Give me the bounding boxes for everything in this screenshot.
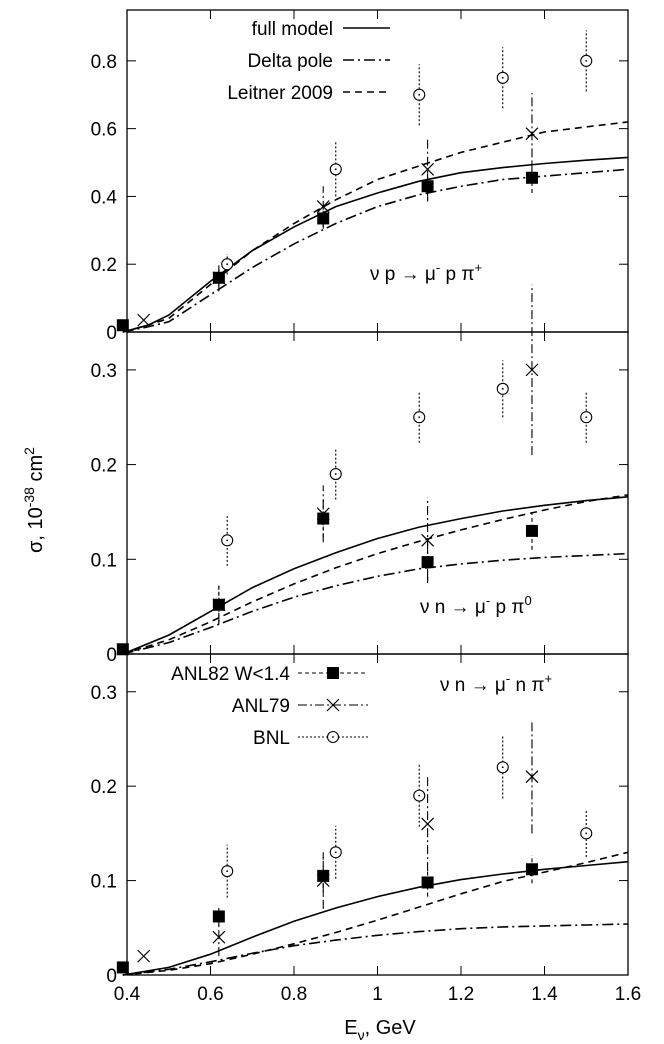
data-point <box>525 770 539 784</box>
y-tick-label: 0.1 <box>91 550 117 571</box>
x-tick-label: 0.6 <box>197 984 223 1005</box>
legend-label: ANL79 <box>232 696 290 717</box>
data-point <box>212 271 226 285</box>
data-point <box>421 533 435 547</box>
y-tick-label: 0.8 <box>91 52 117 73</box>
data-point <box>525 127 539 141</box>
x-tick-label: 1.4 <box>531 984 558 1005</box>
series-line <box>122 923 629 976</box>
data-point <box>580 411 593 424</box>
data-point <box>580 827 593 840</box>
panel-frame <box>126 331 629 655</box>
panel-1: 0 0.2 0.4 0.6 0.8 ν p → μ- p π+ <box>91 9 629 344</box>
y-tick-label: 0 <box>106 966 117 987</box>
legend-marker <box>326 730 340 744</box>
data-point <box>421 876 434 889</box>
data-point <box>316 874 330 888</box>
x-tick-label: 0.4 <box>114 984 141 1005</box>
data-point <box>496 71 509 84</box>
panels-layer: 0 0.2 0.4 0.6 0.8 ν p → μ- p π+ 0 0.1 0.2 0.3 ν n … <box>91 9 641 1005</box>
channel-label: ν n → μ- n π+ <box>440 671 552 696</box>
series-line <box>122 121 629 333</box>
data-point <box>525 524 538 537</box>
data-point <box>421 817 435 831</box>
data-point <box>221 534 234 547</box>
data-point <box>525 171 538 184</box>
y-tick-label: 0 <box>106 645 117 666</box>
data-point <box>329 163 342 176</box>
data-point <box>221 865 234 878</box>
data-point <box>329 846 342 859</box>
series-line <box>122 851 629 976</box>
y-tick-label: 0.6 <box>91 120 117 141</box>
panel-frame <box>126 653 629 976</box>
y-tick-label: 0.2 <box>91 456 117 477</box>
data-point <box>413 88 426 101</box>
y-tick-label: 0.2 <box>91 777 117 798</box>
legend-label: BNL <box>253 728 290 749</box>
y-tick-label: 0.2 <box>91 255 117 276</box>
data-point <box>137 949 151 963</box>
series-line <box>122 494 629 655</box>
x-tick-label: 1.2 <box>448 984 474 1005</box>
y-axis-label: σ, 10-38 cm2 <box>21 447 47 553</box>
x-tick-label: 1 <box>372 984 383 1005</box>
data-point <box>413 789 426 802</box>
x-axis-label: Eν, GeV <box>344 1017 416 1043</box>
data-point <box>413 411 426 424</box>
data-point <box>329 468 342 481</box>
y-tick-label: 0 <box>106 323 117 344</box>
data-point <box>317 869 330 882</box>
legend-label: full model <box>252 19 333 40</box>
series-line <box>122 496 629 655</box>
legend-label: ANL82 W<1.4 <box>171 664 290 685</box>
legend-marker <box>327 667 339 679</box>
data-point <box>525 363 539 377</box>
data-point <box>525 863 538 876</box>
channel-label: ν n → μ- p π0 <box>420 593 532 618</box>
y-tick-label: 0.1 <box>91 872 117 893</box>
data-point <box>212 910 225 923</box>
data-point <box>580 54 593 67</box>
series-line <box>122 860 629 976</box>
axis-labels: σ, 10-38 cm2 Eν, GeV <box>21 447 416 1043</box>
data-point <box>116 319 129 332</box>
data-point <box>496 761 509 774</box>
panel-2: 0 0.1 0.2 0.3 ν n → μ- p π0 <box>91 284 629 666</box>
channel-label: ν p → μ- p π+ <box>370 260 482 285</box>
series-line <box>122 552 629 655</box>
data-point <box>316 507 330 521</box>
series-line <box>122 156 629 333</box>
data-point <box>212 930 226 944</box>
x-tick-label: 0.8 <box>281 984 307 1005</box>
x-tick-label: 1.6 <box>615 984 641 1005</box>
legend-label: Delta pole <box>247 51 333 72</box>
experiment-legend: ANL82 W<1.4 ANL79 BNL <box>171 664 368 749</box>
data-point <box>496 382 509 395</box>
y-tick-label: 0.3 <box>91 683 117 704</box>
y-tick-label: 0.4 <box>91 187 118 208</box>
panel-3: 0 0.1 0.2 0.3 0.4 0.6 0.8 1 1.2 1.4 1.6 ν n → μ- n … <box>91 653 641 1005</box>
data-point <box>221 258 234 271</box>
data-point <box>116 643 129 656</box>
data-point <box>212 598 226 612</box>
data-point <box>421 162 435 176</box>
theory-legend: full model Delta pole Leitner 2009 <box>227 19 390 104</box>
legend-marker <box>326 698 340 712</box>
legend-label: Leitner 2009 <box>227 83 333 104</box>
data-point <box>137 313 151 327</box>
data-point <box>116 961 129 974</box>
data-point <box>316 200 330 214</box>
y-tick-label: 0.3 <box>91 361 117 382</box>
